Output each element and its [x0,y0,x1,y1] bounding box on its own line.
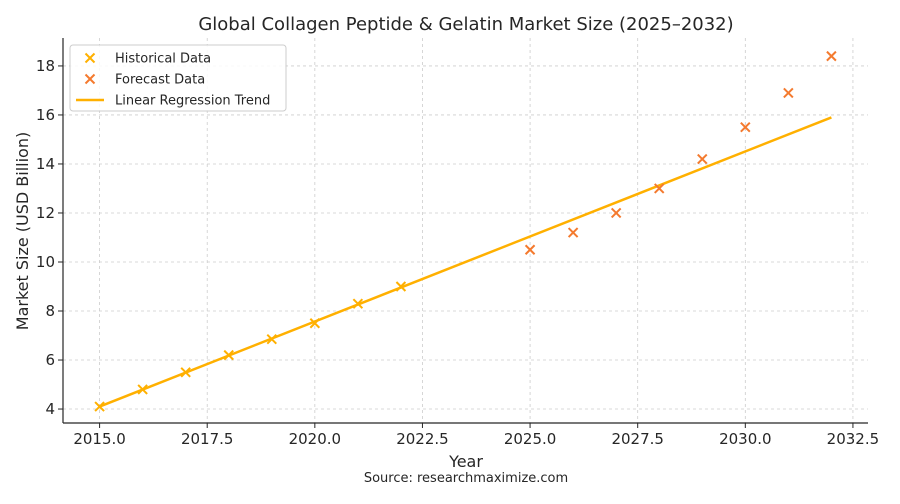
x-tick-label: 2027.5 [611,430,664,448]
forecast-point [654,183,665,194]
x-tick-label: 2025.0 [504,430,557,448]
historical-point [266,333,277,345]
historical-point [352,298,364,309]
historical-point [395,281,407,292]
historical-point [223,349,234,361]
chart-title: Global Collagen Peptide & Gelatin Market… [198,14,733,35]
plot-marks [94,50,837,412]
x-tick-label: 2017.5 [181,430,234,448]
legend-marker [84,73,96,85]
y-tick-label: 16 [36,106,55,124]
historical-point [94,401,105,412]
x-tick-label: 2032.5 [827,430,880,448]
legend-label: Historical Data [115,52,211,67]
y-tick-label: 8 [45,302,55,320]
forecast-point [740,121,751,133]
historical-point [137,384,148,395]
x-tick-label: 2020.0 [289,430,342,448]
y-tick-label: 4 [45,400,55,418]
forecast-point [826,50,837,62]
legend-marker [84,52,96,64]
legend: Historical Data Forecast Data Linear Regre… [69,44,287,112]
y-tick-label: 10 [36,253,55,271]
x-tick-label: 2022.5 [396,430,449,448]
source-note: Source: researchmaximize.com [364,471,568,486]
forecast-point [524,244,536,255]
historical-point [180,367,191,378]
x-tick-label: 2030.0 [719,430,772,448]
legend-label: Linear Regression Trend [115,94,270,109]
y-tick-label: 6 [45,351,55,369]
forecast-point [567,227,579,238]
x-axis-label: Year [448,452,483,471]
trend-line [99,116,832,408]
y-tick-label: 14 [36,155,55,173]
forecast-point [697,153,708,165]
y-tick-label: 18 [36,57,55,75]
forecast-point [610,207,622,219]
y-axis-label: Market Size (USD Billion) [13,132,32,330]
forecast-point [783,87,794,99]
axes: 2015.0 2017.5 2020.0 2022.5 2025.0 2027.5 2030… [36,38,879,448]
x-tick-label: 2015.0 [73,430,126,448]
historical-point [309,318,321,329]
legend-label: Forecast Data [115,73,205,88]
y-tick-label: 12 [36,204,55,222]
